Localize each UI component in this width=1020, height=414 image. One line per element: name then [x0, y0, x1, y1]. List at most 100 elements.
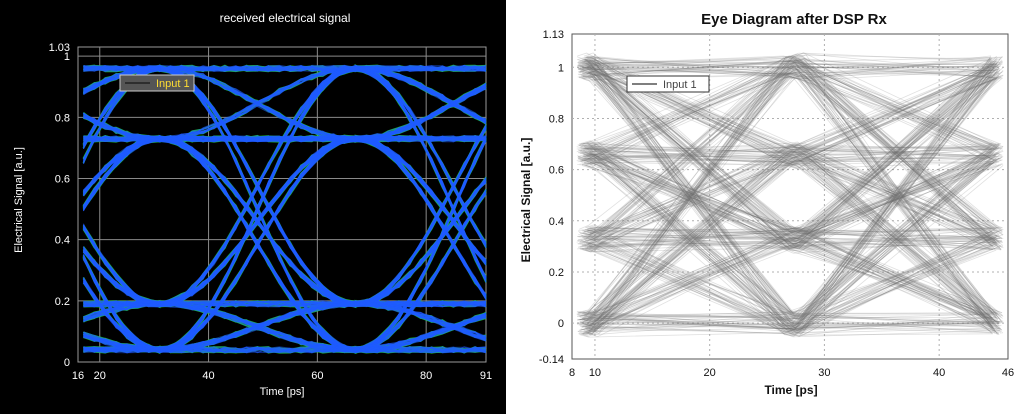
- signal-trace: [581, 74, 1004, 147]
- signal-trace: [579, 151, 991, 325]
- signal-trace: [577, 72, 992, 159]
- signal-trace: [578, 74, 1004, 163]
- signal-trace: [585, 65, 1001, 246]
- signal-trace: [582, 72, 995, 320]
- signal-trace: [582, 64, 998, 247]
- signal-trace: [583, 157, 994, 335]
- signal-trace: [577, 236, 1001, 328]
- signal-trace: [577, 70, 1004, 247]
- signal-trace: [578, 244, 994, 321]
- right-eye-diagram: Eye Diagram after DSP Rx Time [ps] Elect…: [519, 11, 1014, 397]
- signal-trace: [579, 64, 999, 330]
- signal-trace: [576, 64, 996, 250]
- signal-trace: [582, 67, 1000, 335]
- signal-trace: [581, 163, 998, 248]
- signal-trace: [580, 74, 994, 240]
- signal-trace: [587, 73, 992, 229]
- signal-trace: [586, 155, 994, 332]
- signal-trace: [588, 152, 991, 338]
- signal-trace: [578, 71, 1004, 320]
- signal-trace: [589, 76, 1004, 323]
- signal-traces: [82, 64, 487, 355]
- signal-trace: [583, 69, 999, 162]
- signal-trace: [589, 64, 996, 163]
- signal-trace: [578, 59, 991, 314]
- signal-trace: [582, 163, 1003, 334]
- signal-trace: [588, 238, 1003, 314]
- signal-trace: [585, 66, 1003, 248]
- signal-trace: [584, 70, 998, 326]
- signal-trace: [585, 154, 999, 325]
- y-tick-label: 1.03: [49, 42, 70, 54]
- signal-trace: [582, 59, 991, 329]
- signal-trace: [586, 57, 996, 79]
- signal-trace: [583, 152, 993, 331]
- signal-trace: [586, 69, 1001, 247]
- signal-trace: [579, 61, 993, 239]
- signal-trace: [589, 57, 1002, 234]
- signal-trace: [585, 233, 991, 316]
- signal-trace: [587, 153, 992, 337]
- signal-trace: [576, 146, 992, 150]
- signal-trace: [589, 63, 993, 329]
- signal-trace: [588, 60, 998, 321]
- signal-trace: [588, 145, 1001, 248]
- signal-trace: [582, 146, 997, 315]
- signal-trace: [589, 60, 993, 335]
- signal-trace: [579, 57, 992, 329]
- signal-trace: [582, 148, 999, 233]
- signal-trace: [581, 70, 1000, 251]
- signal-trace: [589, 150, 997, 319]
- signal-trace: [586, 71, 995, 160]
- signal-trace: [583, 72, 995, 332]
- signal-trace: [585, 58, 994, 234]
- signal-trace: [585, 72, 991, 334]
- signal-trace: [584, 57, 992, 241]
- signal-trace: [578, 60, 992, 160]
- signal-trace: [586, 147, 992, 157]
- signal-trace: [585, 55, 991, 333]
- signal-trace: [579, 65, 1000, 323]
- signal-trace: [579, 154, 993, 232]
- signal-trace: [589, 61, 997, 319]
- signal-trace: [584, 229, 1003, 329]
- signal-trace: [585, 64, 999, 252]
- signal-trace: [83, 300, 487, 353]
- signal-trace: [583, 66, 997, 157]
- signal-trace: [579, 157, 993, 335]
- signal-trace: [587, 146, 1002, 245]
- signal-trace: [584, 156, 1002, 331]
- signal-trace: [581, 240, 995, 328]
- signal-trace: [578, 64, 1001, 329]
- signal-trace: [584, 62, 998, 236]
- signal-trace: [578, 153, 998, 238]
- signal-trace: [587, 157, 991, 326]
- signal-trace: [589, 149, 1003, 231]
- signal-trace: [577, 78, 1002, 248]
- signal-trace: [586, 59, 1003, 332]
- y-tick-label: 0.6: [549, 165, 564, 177]
- signal-trace: [584, 159, 998, 247]
- signal-trace: [585, 63, 996, 146]
- signal-trace: [589, 55, 998, 243]
- signal-trace: [579, 68, 1003, 150]
- signal-trace: [577, 59, 997, 334]
- y-tick-label: 0: [558, 318, 564, 330]
- signal-trace: [579, 150, 1000, 315]
- signal-trace: [82, 135, 487, 351]
- signal-trace: [577, 62, 995, 154]
- signal-trace: [577, 60, 1003, 336]
- signal-trace: [584, 55, 992, 230]
- signal-trace: [587, 56, 991, 80]
- signal-trace: [583, 146, 1002, 239]
- signal-trace: [581, 75, 1000, 235]
- signal-trace: [582, 157, 991, 236]
- signal-trace: [584, 55, 992, 165]
- signal-trace: [589, 145, 1004, 244]
- signal-trace: [578, 59, 1000, 236]
- signal-trace: [588, 141, 995, 336]
- signal-trace: [579, 71, 990, 331]
- signal-trace: [586, 76, 1003, 330]
- signal-trace: [579, 311, 998, 320]
- signal-trace: [582, 155, 1000, 323]
